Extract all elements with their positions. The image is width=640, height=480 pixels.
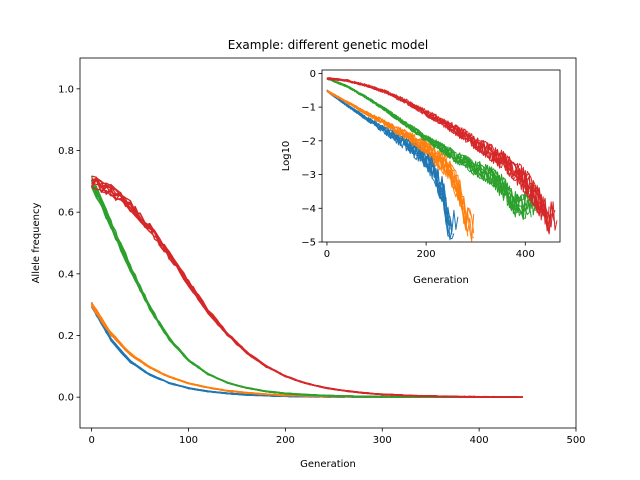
main-x-tick-label: 200	[276, 435, 295, 446]
main-y-tick-label: 0.6	[58, 208, 74, 219]
main-x-tick-label: 500	[566, 435, 585, 446]
inset-x-axis-label: Generation	[413, 275, 469, 286]
inset-series-3-replicate-8	[326, 77, 556, 229]
inset-y-tick-label: −4	[301, 204, 316, 215]
main-x-tick-label: 0	[88, 435, 94, 446]
main-y-tick-label: 0.4	[58, 269, 74, 280]
inset-y-tick-label: −5	[301, 238, 316, 249]
inset-y-tick-label: −3	[301, 170, 316, 181]
main-series-3-replicate-9	[91, 178, 523, 398]
inset-y-tick-label: 0	[310, 69, 316, 80]
inset-ticks-group: 0 200 400 −5 −4 −3 −2 −1 0	[301, 69, 535, 260]
inset-y-tick-label: −1	[301, 103, 316, 114]
main-x-tick-label: 400	[470, 435, 489, 446]
main-chart-title: Example: different genetic model	[228, 38, 429, 52]
inset-x-tick-label: 400	[516, 249, 535, 260]
inset-series-group	[326, 77, 558, 242]
main-x-tick-label: 100	[179, 435, 198, 446]
main-ticks-group: 0 100 200 300 400 500 0.0 0.2 0.4 0.6 0.8 1.0	[58, 84, 585, 446]
inset-series-2-replicate-9	[326, 78, 532, 219]
main-y-tick-label: 0.8	[58, 146, 74, 157]
main-chart: Example: different genetic model 0 100 200…	[31, 38, 586, 470]
inset-y-axis-label: Log10	[281, 141, 292, 172]
inset-x-tick-label: 0	[324, 249, 330, 260]
main-x-axis-label: Generation	[300, 459, 356, 470]
inset-series-3-replicate-9	[326, 77, 550, 232]
inset-plot-frame	[321, 69, 561, 243]
inset-series-1-replicate-2	[326, 91, 467, 221]
main-y-tick-label: 0.0	[58, 393, 74, 404]
main-x-tick-label: 300	[373, 435, 392, 446]
main-y-tick-label: 0.2	[58, 331, 74, 342]
main-series-group	[90, 175, 523, 398]
inset-y-tick-label: −2	[301, 136, 316, 147]
main-y-axis-label: Allele frequency	[31, 203, 42, 284]
main-plot-frame	[79, 57, 577, 429]
main-y-tick-label: 1.0	[58, 84, 74, 95]
inset-chart: 0 200 400 −5 −4 −3 −2 −1 0 Generation Log10	[281, 69, 561, 286]
inset-x-tick-label: 200	[417, 249, 436, 260]
inset-series-1-replicate-9	[327, 90, 469, 227]
